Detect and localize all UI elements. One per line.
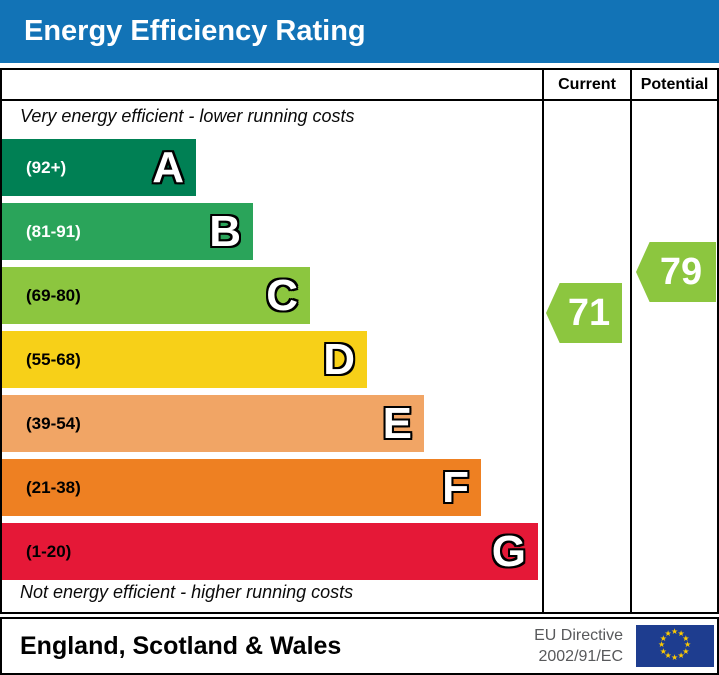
- band-range-label: (69-80): [26, 285, 81, 305]
- header-row-divider: [2, 99, 717, 101]
- eu-flag-star: ★: [659, 646, 667, 656]
- potential-rating-indicator: 79: [636, 242, 716, 302]
- eu-flag-star: ★: [659, 633, 667, 643]
- eu-directive-label: EU Directive 2002/91/EC: [534, 625, 623, 667]
- band-row-E: (39-54) E: [2, 395, 424, 452]
- potential-rating-value: 79: [659, 250, 703, 293]
- column-header-current: Current: [558, 76, 616, 93]
- rating-table: Current Potential Very energy efficient …: [0, 68, 719, 614]
- current-column-divider: [542, 70, 544, 612]
- eu-flag-star: ★: [664, 651, 672, 661]
- band-row-D: (55-68) D: [2, 331, 367, 388]
- eu-flag-star: ★: [664, 628, 672, 638]
- footer-bar: England, Scotland & Wales EU Directive 2…: [0, 617, 719, 675]
- band-range-label: (1-20): [26, 541, 72, 561]
- caption-very-efficient: Very energy efficient - lower running co…: [20, 106, 355, 126]
- current-rating-indicator: 71: [546, 283, 622, 343]
- caption-not-efficient: Not energy efficient - higher running co…: [20, 582, 354, 602]
- eu-flag-star: ★: [658, 640, 666, 649]
- eu-directive-line2: 2002/91/EC: [538, 648, 623, 665]
- band-row-B: (81-91) B: [2, 203, 253, 260]
- potential-column-divider: [630, 70, 632, 612]
- band-row-A: (92+) A: [2, 139, 196, 196]
- band-row-G: (1-20) G: [2, 523, 538, 580]
- region-label: England, Scotland & Wales: [20, 631, 342, 660]
- band-range-label: (21-38): [26, 477, 81, 497]
- eu-flag-icon: ★ ★ ★ ★ ★ ★ ★ ★ ★ ★ ★ ★: [636, 625, 714, 667]
- eu-flag-star: ★: [684, 640, 692, 649]
- band-row-F: (21-38) F: [2, 459, 481, 516]
- eu-flag-star: ★: [671, 653, 679, 662]
- eu-directive-line1: EU Directive: [534, 627, 623, 644]
- column-header-potential: Potential: [640, 76, 709, 93]
- eu-flag-star: ★: [682, 646, 690, 656]
- band-letter: A: [152, 142, 184, 192]
- band-letter: C: [266, 270, 298, 320]
- current-rating-value: 71: [567, 291, 611, 334]
- band-range-label: (81-91): [26, 221, 81, 241]
- band-letter: E: [382, 398, 412, 448]
- band-range-label: (92+): [26, 157, 67, 177]
- band-letter: B: [209, 206, 241, 256]
- eu-flag-star: ★: [682, 633, 690, 643]
- band-letter: G: [491, 526, 526, 576]
- page-title: Energy Efficiency Rating: [24, 15, 366, 47]
- band-range-label: (39-54): [26, 413, 81, 433]
- band-letter: D: [323, 334, 355, 384]
- eu-flag-star: ★: [677, 628, 685, 638]
- band-range-label: (55-68): [26, 349, 81, 369]
- eu-flag-star: ★: [677, 651, 685, 661]
- band-letter: F: [442, 462, 469, 512]
- band-row-C: (69-80) C: [2, 267, 310, 324]
- title-bar: Energy Efficiency Rating: [0, 0, 719, 63]
- eu-flag-star: ★: [671, 627, 679, 636]
